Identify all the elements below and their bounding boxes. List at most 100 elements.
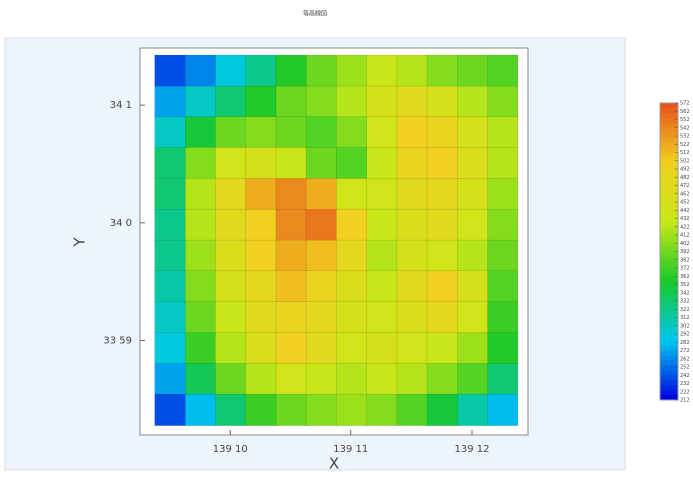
colorbar-tick-label: 302 bbox=[680, 323, 690, 329]
colorbar-band bbox=[660, 108, 678, 113]
colorbar-tick-label: 482 bbox=[680, 175, 690, 181]
surface-cell bbox=[336, 86, 367, 117]
surface-cell bbox=[336, 55, 367, 87]
surface-cell bbox=[488, 394, 518, 426]
surface-cell bbox=[397, 86, 428, 117]
surface-cell bbox=[488, 302, 518, 334]
surface-cell bbox=[215, 178, 246, 210]
colorbar-band bbox=[660, 370, 678, 375]
surface-cell bbox=[488, 117, 518, 148]
colorbar-band bbox=[660, 301, 678, 306]
surface-cell bbox=[488, 333, 518, 364]
surface-cell bbox=[367, 302, 398, 334]
colorbar-band bbox=[660, 316, 678, 321]
surface-cell bbox=[245, 117, 276, 148]
colorbar-band bbox=[660, 390, 678, 395]
colorbar-tick-label: 312 bbox=[680, 315, 690, 321]
colorbar-tick-label: 552 bbox=[680, 117, 690, 123]
colorbar-tick-label: 222 bbox=[680, 389, 690, 395]
surface-cell bbox=[245, 240, 276, 271]
colorbar-band bbox=[660, 128, 678, 133]
surface-cell bbox=[185, 55, 216, 87]
surface-cell bbox=[427, 394, 458, 426]
colorbar-band bbox=[660, 232, 678, 237]
surface-cell bbox=[458, 302, 489, 334]
colorbar-band bbox=[660, 341, 678, 346]
surface-cell bbox=[306, 55, 337, 87]
y-tick-label: 34 1 bbox=[110, 100, 132, 111]
colorbar-tick-label: 272 bbox=[680, 348, 690, 354]
colorbar-tick-label: 422 bbox=[680, 224, 690, 230]
surface-cell bbox=[367, 117, 398, 148]
colorbar-tick-label: 402 bbox=[680, 241, 690, 247]
colorbar-tick-label: 242 bbox=[680, 373, 690, 379]
surface-cell bbox=[276, 302, 307, 334]
surface-cell bbox=[397, 117, 428, 148]
surface-cell bbox=[458, 209, 489, 240]
x-tick-label: 139 11 bbox=[333, 444, 368, 455]
surface-cell bbox=[397, 302, 428, 334]
colorbar-band bbox=[660, 143, 678, 148]
surface-cell bbox=[367, 55, 398, 87]
surface-cell bbox=[185, 178, 216, 210]
colorbar-band bbox=[660, 202, 678, 207]
surface-cell bbox=[488, 86, 518, 117]
colorbar-tick-label: 252 bbox=[680, 365, 690, 371]
surface-cell bbox=[276, 147, 307, 179]
colorbar-band bbox=[660, 148, 678, 153]
colorbar-band bbox=[660, 113, 678, 118]
surface-cell bbox=[185, 271, 216, 303]
surface-cell bbox=[367, 333, 398, 364]
colorbar-band bbox=[660, 271, 678, 276]
colorbar-tick-label: 372 bbox=[680, 266, 690, 272]
colorbar-band bbox=[660, 197, 678, 202]
y-tick-label: 33 59 bbox=[103, 336, 132, 347]
colorbar-tick-label: 362 bbox=[680, 274, 690, 280]
surface-cell bbox=[155, 394, 186, 426]
colorbar-band bbox=[660, 172, 678, 177]
surface-cell bbox=[185, 86, 216, 117]
surface-cell bbox=[215, 394, 246, 426]
surface-cell bbox=[367, 363, 398, 394]
colorbar-band bbox=[660, 326, 678, 331]
surface-cell bbox=[427, 86, 458, 117]
surface-cell bbox=[367, 209, 398, 240]
surface-cell bbox=[215, 240, 246, 271]
surface-cell bbox=[427, 178, 458, 210]
surface-cell bbox=[155, 240, 186, 271]
surface-cell bbox=[488, 209, 518, 240]
colorbar-band bbox=[660, 118, 678, 123]
surface-cell bbox=[336, 333, 367, 364]
colorbar-tick-label: 492 bbox=[680, 167, 690, 173]
colorbar-band bbox=[660, 276, 678, 281]
colorbar-band bbox=[660, 167, 678, 172]
surface-cell bbox=[397, 55, 428, 87]
surface-cell bbox=[245, 394, 276, 426]
surface-cell bbox=[458, 271, 489, 303]
surface-cell bbox=[215, 363, 246, 394]
colorbar-band bbox=[660, 103, 678, 108]
surface-cell bbox=[245, 86, 276, 117]
colorbar-band bbox=[660, 321, 678, 326]
x-tick-label: 139 12 bbox=[455, 444, 490, 455]
colorbar-band bbox=[660, 375, 678, 380]
surface-cell bbox=[367, 147, 398, 179]
colorbar-band bbox=[660, 281, 678, 286]
surface-cell bbox=[306, 271, 337, 303]
surface-cell bbox=[185, 117, 216, 148]
surface-cell bbox=[367, 240, 398, 271]
surface-cell bbox=[427, 271, 458, 303]
surface-cell bbox=[397, 271, 428, 303]
surface-cell bbox=[458, 240, 489, 271]
page: 等高線図 X Y 139 10139 11139 1233 5934 034 1… bbox=[0, 0, 693, 485]
surface-cell bbox=[215, 271, 246, 303]
surface-cell bbox=[336, 394, 367, 426]
colorbar-band bbox=[660, 261, 678, 266]
colorbar-tick-label: 332 bbox=[680, 299, 690, 305]
colorbar-tick-label: 352 bbox=[680, 282, 690, 288]
colorbar-tick-label: 212 bbox=[680, 398, 690, 404]
surface-cell bbox=[488, 147, 518, 179]
surface-cell bbox=[397, 394, 428, 426]
surface-cell bbox=[155, 147, 186, 179]
colorbar-tick-label: 502 bbox=[680, 158, 690, 164]
